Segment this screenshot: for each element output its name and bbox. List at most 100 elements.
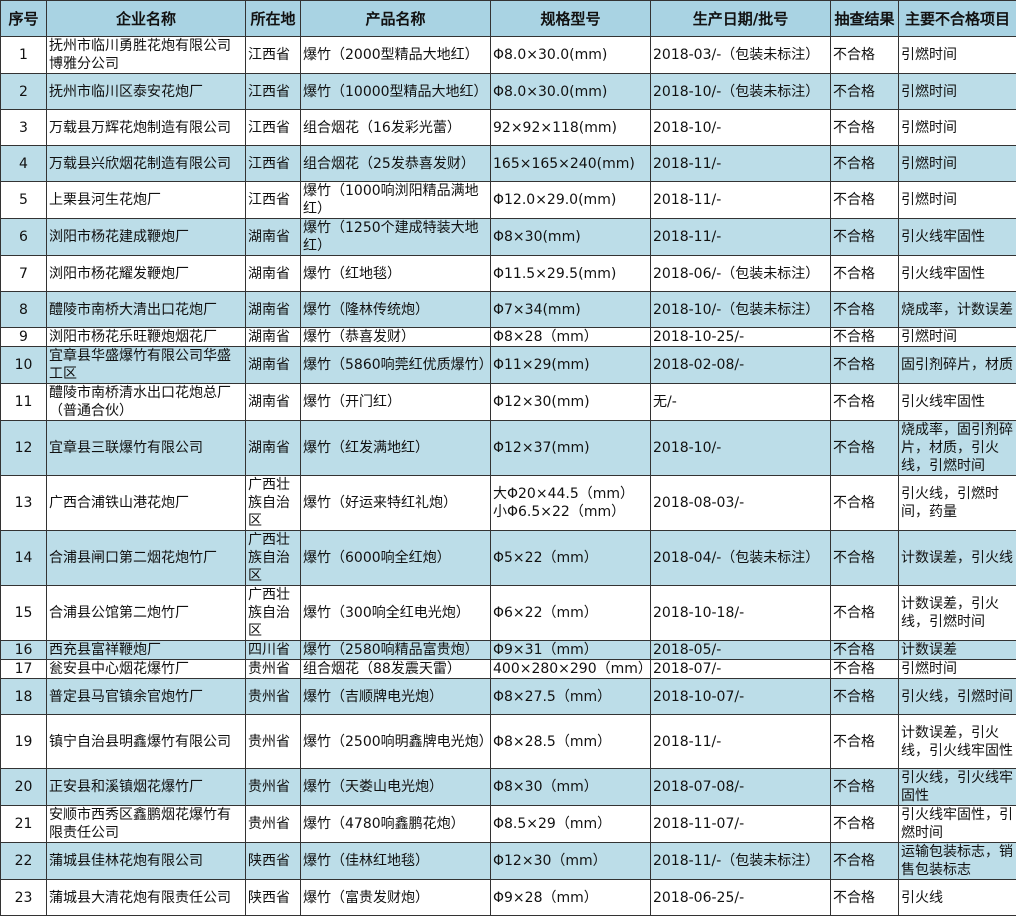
cell-company: 西充县富祥鞭炮厂 [47, 641, 246, 660]
cell-spec: Φ8×30（mm） [491, 769, 651, 806]
cell-index: 15 [1, 586, 47, 641]
cell-index: 17 [1, 660, 47, 679]
cell-result: 不合格 [831, 384, 899, 421]
cell-spec: Φ7×34(mm) [491, 292, 651, 328]
cell-defects: 引燃时间 [899, 146, 1016, 182]
cell-result: 不合格 [831, 347, 899, 384]
cell-spec: 大Φ20×44.5（mm） 小Φ6.5×22（mm） [491, 476, 651, 531]
cell-location: 湖南省 [246, 347, 301, 384]
cell-result: 不合格 [831, 292, 899, 328]
cell-location: 贵州省 [246, 715, 301, 769]
cell-location: 江西省 [246, 110, 301, 146]
cell-date-batch: 2018-10-07/- [651, 679, 831, 715]
cell-defects: 引燃时间 [899, 182, 1016, 219]
cell-product: 组合烟花（88发震天雷） [301, 660, 491, 679]
cell-company: 醴陵市南桥大清出口花炮厂 [47, 292, 246, 328]
cell-index: 16 [1, 641, 47, 660]
cell-location: 陕西省 [246, 843, 301, 880]
cell-location: 贵州省 [246, 660, 301, 679]
cell-location: 广西壮族自治区 [246, 531, 301, 586]
cell-location: 四川省 [246, 641, 301, 660]
cell-index: 1 [1, 37, 47, 74]
cell-company: 蒲城县大清花炮有限责任公司 [47, 880, 246, 916]
cell-product: 爆竹（6000响全红炮） [301, 531, 491, 586]
cell-date-batch: 2018-10/-（包装未标注） [651, 292, 831, 328]
cell-spec: Φ12.0×29.0(mm) [491, 182, 651, 219]
cell-spec: Φ9×28（mm） [491, 880, 651, 916]
cell-date-batch: 2018-11/- [651, 182, 831, 219]
cell-index: 9 [1, 328, 47, 347]
cell-spec: 400×280×290（mm） [491, 660, 651, 679]
cell-product: 爆竹（2580响精品富贵炮） [301, 641, 491, 660]
cell-product: 爆竹（佳林红地毯） [301, 843, 491, 880]
cell-result: 不合格 [831, 679, 899, 715]
cell-defects: 计数误差 [899, 641, 1016, 660]
cell-result: 不合格 [831, 769, 899, 806]
column-header-result: 抽查结果 [831, 1, 899, 37]
cell-date-batch: 2018-10/-（包装未标注） [651, 74, 831, 110]
cell-result: 不合格 [831, 880, 899, 916]
cell-spec: Φ12×30（mm） [491, 843, 651, 880]
cell-date-batch: 2018-04/-（包装未标注） [651, 531, 831, 586]
cell-defects: 引燃时间 [899, 74, 1016, 110]
cell-index: 22 [1, 843, 47, 880]
cell-company: 上栗县河生花炮厂 [47, 182, 246, 219]
cell-spec: Φ6×22（mm） [491, 586, 651, 641]
cell-date-batch: 2018-11/-（包装未标注） [651, 843, 831, 880]
cell-defects: 引燃时间 [899, 37, 1016, 74]
cell-date-batch: 2018-08-03/- [651, 476, 831, 531]
cell-index: 8 [1, 292, 47, 328]
cell-date-batch: 2018-05/- [651, 641, 831, 660]
cell-index: 19 [1, 715, 47, 769]
cell-location: 湖南省 [246, 328, 301, 347]
cell-spec: Φ9×31（mm） [491, 641, 651, 660]
cell-result: 不合格 [831, 256, 899, 292]
cell-date-batch: 2018-11-07/- [651, 806, 831, 843]
cell-location: 江西省 [246, 182, 301, 219]
column-header-defects: 主要不合格项目 [899, 1, 1016, 37]
cell-defects: 引火线牢固性 [899, 384, 1016, 421]
cell-index: 5 [1, 182, 47, 219]
cell-spec: Φ12×37(mm) [491, 421, 651, 476]
cell-date-batch: 2018-10/- [651, 110, 831, 146]
cell-location: 广西壮族自治区 [246, 586, 301, 641]
cell-index: 6 [1, 219, 47, 256]
cell-date-batch: 2018-03/-（包装未标注） [651, 37, 831, 74]
cell-defects: 引火线牢固性 [899, 256, 1016, 292]
cell-spec: Φ8×27.5（mm） [491, 679, 651, 715]
cell-result: 不合格 [831, 146, 899, 182]
cell-product: 爆竹（开门红） [301, 384, 491, 421]
cell-product: 爆竹（好运来特红礼炮） [301, 476, 491, 531]
cell-defects: 烧成率，固引剂碎片，材质，引火线，引燃时间 [899, 421, 1016, 476]
cell-spec: 165×165×240(mm) [491, 146, 651, 182]
cell-location: 江西省 [246, 74, 301, 110]
cell-location: 湖南省 [246, 256, 301, 292]
cell-index: 11 [1, 384, 47, 421]
cell-defects: 引燃时间 [899, 660, 1016, 679]
cell-date-batch: 2018-11/- [651, 715, 831, 769]
cell-index: 18 [1, 679, 47, 715]
cell-defects: 引火线，引燃时间 [899, 679, 1016, 715]
cell-product: 爆竹（天娄山电光炮） [301, 769, 491, 806]
cell-result: 不合格 [831, 74, 899, 110]
cell-company: 宜章县三联爆竹有限公司 [47, 421, 246, 476]
cell-defects: 计数误差，引火线 [899, 531, 1016, 586]
cell-company: 蒲城县佳林花炮有限公司 [47, 843, 246, 880]
cell-result: 不合格 [831, 421, 899, 476]
cell-result: 不合格 [831, 219, 899, 256]
cell-company: 浏阳市杨花耀发鞭炮厂 [47, 256, 246, 292]
cell-result: 不合格 [831, 715, 899, 769]
cell-index: 20 [1, 769, 47, 806]
cell-result: 不合格 [831, 531, 899, 586]
cell-company: 抚州市临川勇胜花炮有限公司博雅分公司 [47, 37, 246, 74]
